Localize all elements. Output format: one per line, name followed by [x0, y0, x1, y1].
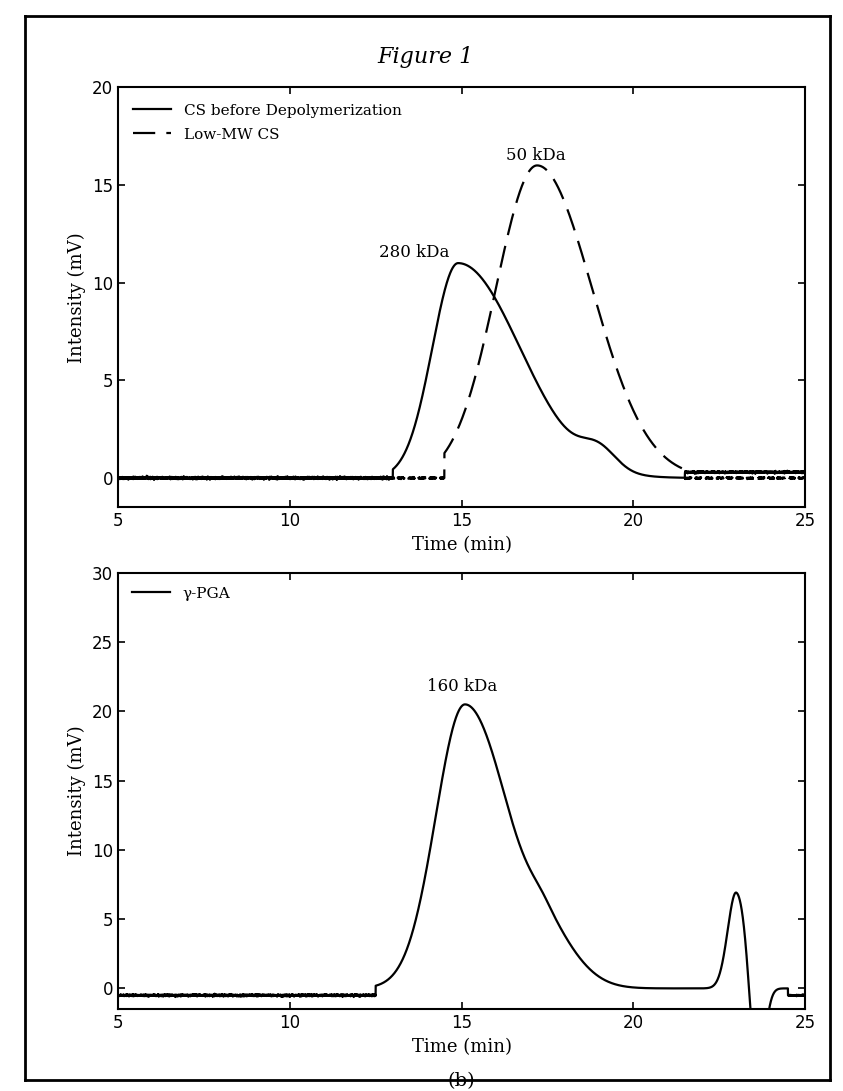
- Text: (a): (a): [448, 575, 475, 592]
- Text: (b): (b): [448, 1072, 475, 1090]
- X-axis label: Time (min): Time (min): [411, 536, 512, 554]
- Text: 280 kDa: 280 kDa: [379, 244, 449, 261]
- Y-axis label: Intensity (mV): Intensity (mV): [68, 726, 87, 856]
- Text: 50 kDa: 50 kDa: [506, 146, 566, 164]
- Legend: CS before Depolymerization, Low-MW CS: CS before Depolymerization, Low-MW CS: [126, 95, 409, 149]
- Legend: γ-PGA: γ-PGA: [126, 580, 236, 607]
- X-axis label: Time (min): Time (min): [411, 1038, 512, 1056]
- Text: 160 kDa: 160 kDa: [427, 678, 497, 695]
- Text: Figure 1: Figure 1: [378, 46, 474, 68]
- Y-axis label: Intensity (mV): Intensity (mV): [68, 232, 87, 362]
